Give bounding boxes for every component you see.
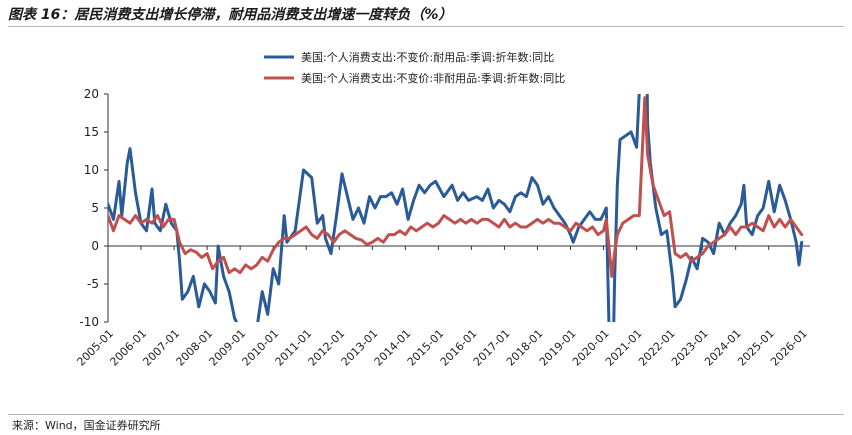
x-tick-label: 2026-01 bbox=[768, 327, 810, 369]
x-axis: 2005-012006-012007-012008-012009-012010-… bbox=[74, 245, 810, 369]
page-title: 图表 16：居民消费支出增长停滞，耐用品消费支出增速一度转负（%） bbox=[8, 7, 453, 23]
y-tick-label: -5 bbox=[87, 277, 99, 291]
series-line-nondurable bbox=[108, 96, 804, 278]
series-line-durable bbox=[108, 94, 804, 322]
y-tick-label: 20 bbox=[84, 87, 99, 101]
y-tick-label: 0 bbox=[91, 239, 99, 253]
legend: 美国:个人消费支出:不变价:耐用品:季调:折年数:同比 美国:个人消费支出:不变… bbox=[264, 50, 565, 85]
line-chart: 美国:个人消费支出:不变价:耐用品:季调:折年数:同比 美国:个人消费支出:不变… bbox=[74, 50, 810, 369]
y-tick-label: 10 bbox=[84, 163, 99, 177]
series-layer bbox=[108, 94, 804, 322]
y-tick-label: -10 bbox=[79, 315, 99, 329]
source-note: 来源：Wind，国金证券研究所 bbox=[12, 419, 161, 432]
y-axis: 20 15 10 5 0 -5 -10 bbox=[79, 87, 109, 329]
legend-label-nondurable: 美国:个人消费支出:不变价:非耐用品:季调:折年数:同比 bbox=[301, 71, 565, 85]
footer-divider bbox=[8, 414, 844, 415]
legend-label-durable: 美国:个人消费支出:不变价:耐用品:季调:折年数:同比 bbox=[301, 50, 554, 64]
y-tick-label: 15 bbox=[84, 125, 99, 139]
y-tick-label: 5 bbox=[91, 201, 99, 215]
title-divider bbox=[8, 26, 844, 27]
